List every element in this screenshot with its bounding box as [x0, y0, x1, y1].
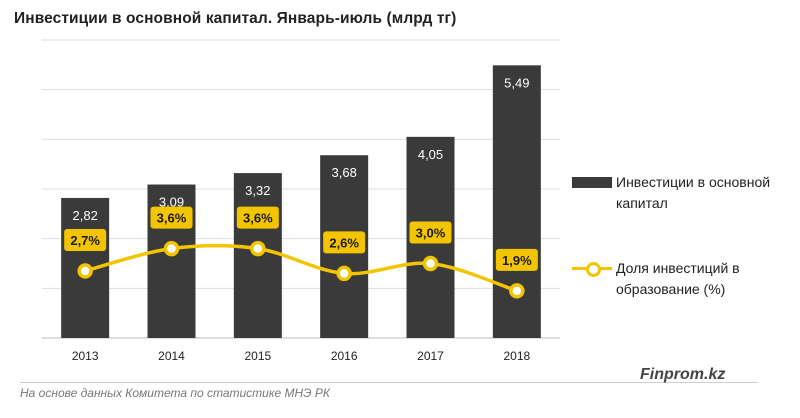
- share-label-box: [236, 206, 279, 229]
- x-tick-label: 2013: [72, 349, 99, 363]
- x-tick-label: 2016: [331, 349, 358, 363]
- share-label-box: [409, 221, 452, 244]
- x-axis-ticks: 2013 2014 2015 2016 2017 2018: [72, 349, 531, 363]
- x-tick-label: 2014: [158, 349, 185, 363]
- legend-line-swatch-icon: [572, 258, 612, 279]
- legend-label-education-share: Доля инвестиций в образование (%): [616, 260, 740, 297]
- chart-title: Инвестиции в основной капитал. Январь-ию…: [14, 10, 457, 27]
- share-value-label: 2,6%: [329, 235, 359, 250]
- bar-value-label: 5,49: [504, 75, 529, 90]
- bar-value-label: 2,82: [73, 208, 98, 223]
- share-point-2017: [422, 255, 439, 272]
- bar-value-label: 3,68: [332, 165, 357, 180]
- data-labels: 2,82 3,09 3,32 3,68 4,05 5,49 2,7% 3,6% 3,6% 2,6%…: [64, 75, 538, 271]
- share-point-2015: [250, 240, 266, 257]
- share-line-path: [84, 243, 518, 293]
- source-note: На основе данных Комитета по статистике …: [20, 386, 330, 400]
- share-point-2016: [336, 265, 352, 282]
- share-value-label: 3,0%: [416, 226, 446, 241]
- legend-item-investments: Инвестиции в основной капитал: [572, 172, 786, 214]
- x-tick-label: 2018: [503, 349, 530, 363]
- legend-bar-swatch-icon: [572, 177, 612, 188]
- share-value-label: 1,9%: [502, 253, 532, 268]
- legend-item-education-share: Доля инвестиций в образование (%): [572, 258, 786, 300]
- footer-divider: [20, 382, 758, 383]
- share-point-2014: [163, 240, 180, 257]
- x-tick-label: 2015: [244, 349, 271, 363]
- bars: [61, 65, 541, 338]
- brand-logo-text: Finprom.kz: [640, 366, 726, 383]
- legend-label-investments: Инвестиции в основной капитал: [616, 174, 771, 211]
- share-value-label: 3,6%: [243, 211, 273, 226]
- bar-value-label: 3,32: [245, 183, 270, 198]
- x-tick-label: 2017: [417, 349, 444, 363]
- share-label-box: [64, 228, 107, 251]
- share-point-2018: [509, 283, 525, 299]
- gridlines: [42, 39, 560, 339]
- share-label-box: [323, 231, 366, 254]
- share-label-box: [150, 206, 193, 229]
- share-value-label: 3,6%: [157, 211, 187, 226]
- share-label-box: [495, 248, 538, 271]
- share-line: [77, 240, 525, 299]
- bar-value-label: 3,09: [159, 195, 184, 210]
- share-point-2013: [77, 263, 93, 279]
- bar-value-label: 4,05: [418, 147, 443, 162]
- share-value-label: 2,7%: [70, 233, 100, 248]
